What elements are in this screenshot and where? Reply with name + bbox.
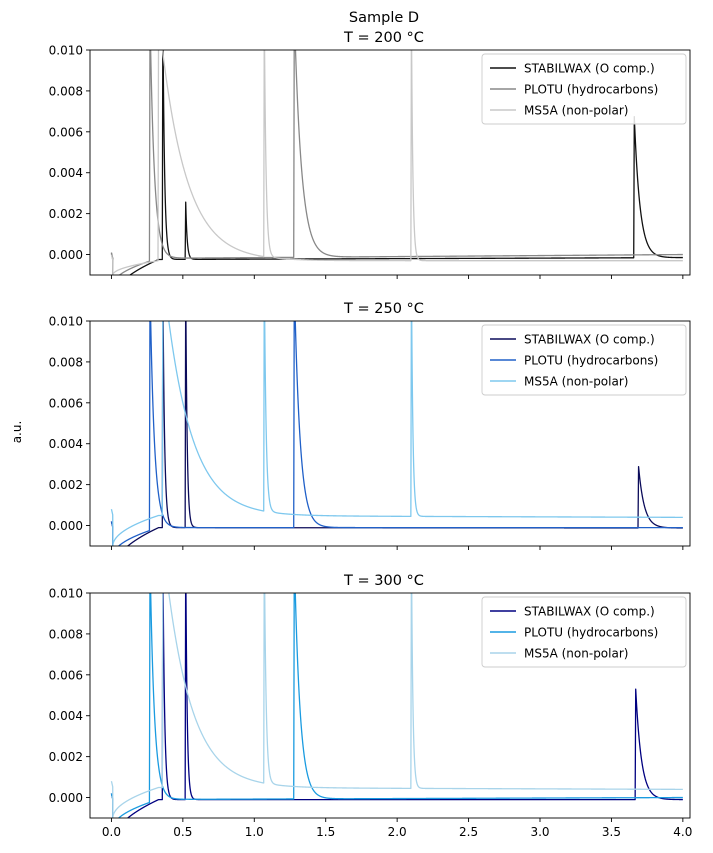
legend-entry: PLOTU (hydrocarbons) [524,83,658,97]
series-line-1 [110,50,684,275]
legend-entry: MS5A (non-polar) [524,104,628,118]
y-tick-label: 0.008 [49,355,83,369]
y-tick-label: 0.002 [49,750,83,764]
figure-suptitle: Sample D [349,10,419,26]
x-tick-label: 1.0 [245,825,264,839]
legend-entry: STABILWAX (O comp.) [524,62,655,76]
y-tick-label: 0.004 [49,437,83,451]
series-line-3 [110,50,684,275]
axes-frame [89,592,691,819]
legend: STABILWAX (O comp.) PLOTU (hydrocarbons) M… [481,324,687,396]
y-tick-label: 0.010 [49,315,83,329]
y-tick-label: 0.008 [49,627,83,641]
y-tick-label: 0.006 [49,396,83,410]
axes-frame [89,49,691,276]
y-tick-label: 0.000 [49,791,83,805]
panel-300c: T = 300 °C 0.0000.0020.0040.0060.0080.01… [49,573,693,839]
y-tick-label: 0.006 [49,668,83,682]
legend: STABILWAX (O comp.) PLOTU (hydrocarbons) M… [481,596,687,668]
series-line-2 [110,593,684,818]
panel-200c: T = 200 °C 0.000 0.002 0.004 0.006 0.008 0.01… [49,30,691,279]
series-line-2 [110,50,684,275]
panel-title: T = 300 °C [343,573,424,589]
legend: STABILWAX (O comp.) PLOTU (hydrocarbons) M… [481,53,687,125]
legend-entry: STABILWAX (O comp.) [524,333,655,347]
series-line-3 [110,321,684,546]
series-group [110,593,684,818]
x-tick-label: 2.0 [388,825,407,839]
y-tick-label: 0.000 [49,248,83,262]
x-tick-label: 0.0 [102,825,121,839]
y-tick-label: 0.004 [49,709,83,723]
axes-frame [89,320,691,547]
y-tick-label: 0.010 [49,587,83,601]
y-axis-label: a.u. [10,421,24,444]
legend-entry: MS5A (non-polar) [524,647,628,661]
legend-entry: STABILWAX (O comp.) [524,605,655,619]
y-tick-label: 0.002 [49,478,83,492]
series-line-3 [110,593,684,818]
series-group [110,50,684,275]
panel-title: T = 250 °C [343,301,424,317]
y-tick-label: 0.004 [49,166,83,180]
x-tick-label: 4.0 [673,825,692,839]
x-tick-label: 1.5 [316,825,335,839]
legend-entry: PLOTU (hydrocarbons) [524,626,658,640]
x-tick-label: 2.5 [459,825,478,839]
y-tick-label: 0.002 [49,207,83,221]
series-line-2 [110,321,684,546]
x-tick-label: 3.0 [530,825,549,839]
y-tick-label: 0.008 [49,84,83,98]
y-tick-label: 0.000 [49,519,83,533]
x-tick-label: 0.5 [173,825,192,839]
y-tick-label: 0.006 [49,125,83,139]
panel-title: T = 200 °C [343,30,424,46]
legend-entry: MS5A (non-polar) [524,375,628,389]
panel-250c: T = 250 °C 0.000 0.002 0.004 0.006 0.008 0.01… [49,301,691,550]
legend-entry: PLOTU (hydrocarbons) [524,354,658,368]
series-group [110,321,684,546]
y-tick-label: 0.010 [49,44,83,58]
x-tick-label: 3.5 [602,825,621,839]
